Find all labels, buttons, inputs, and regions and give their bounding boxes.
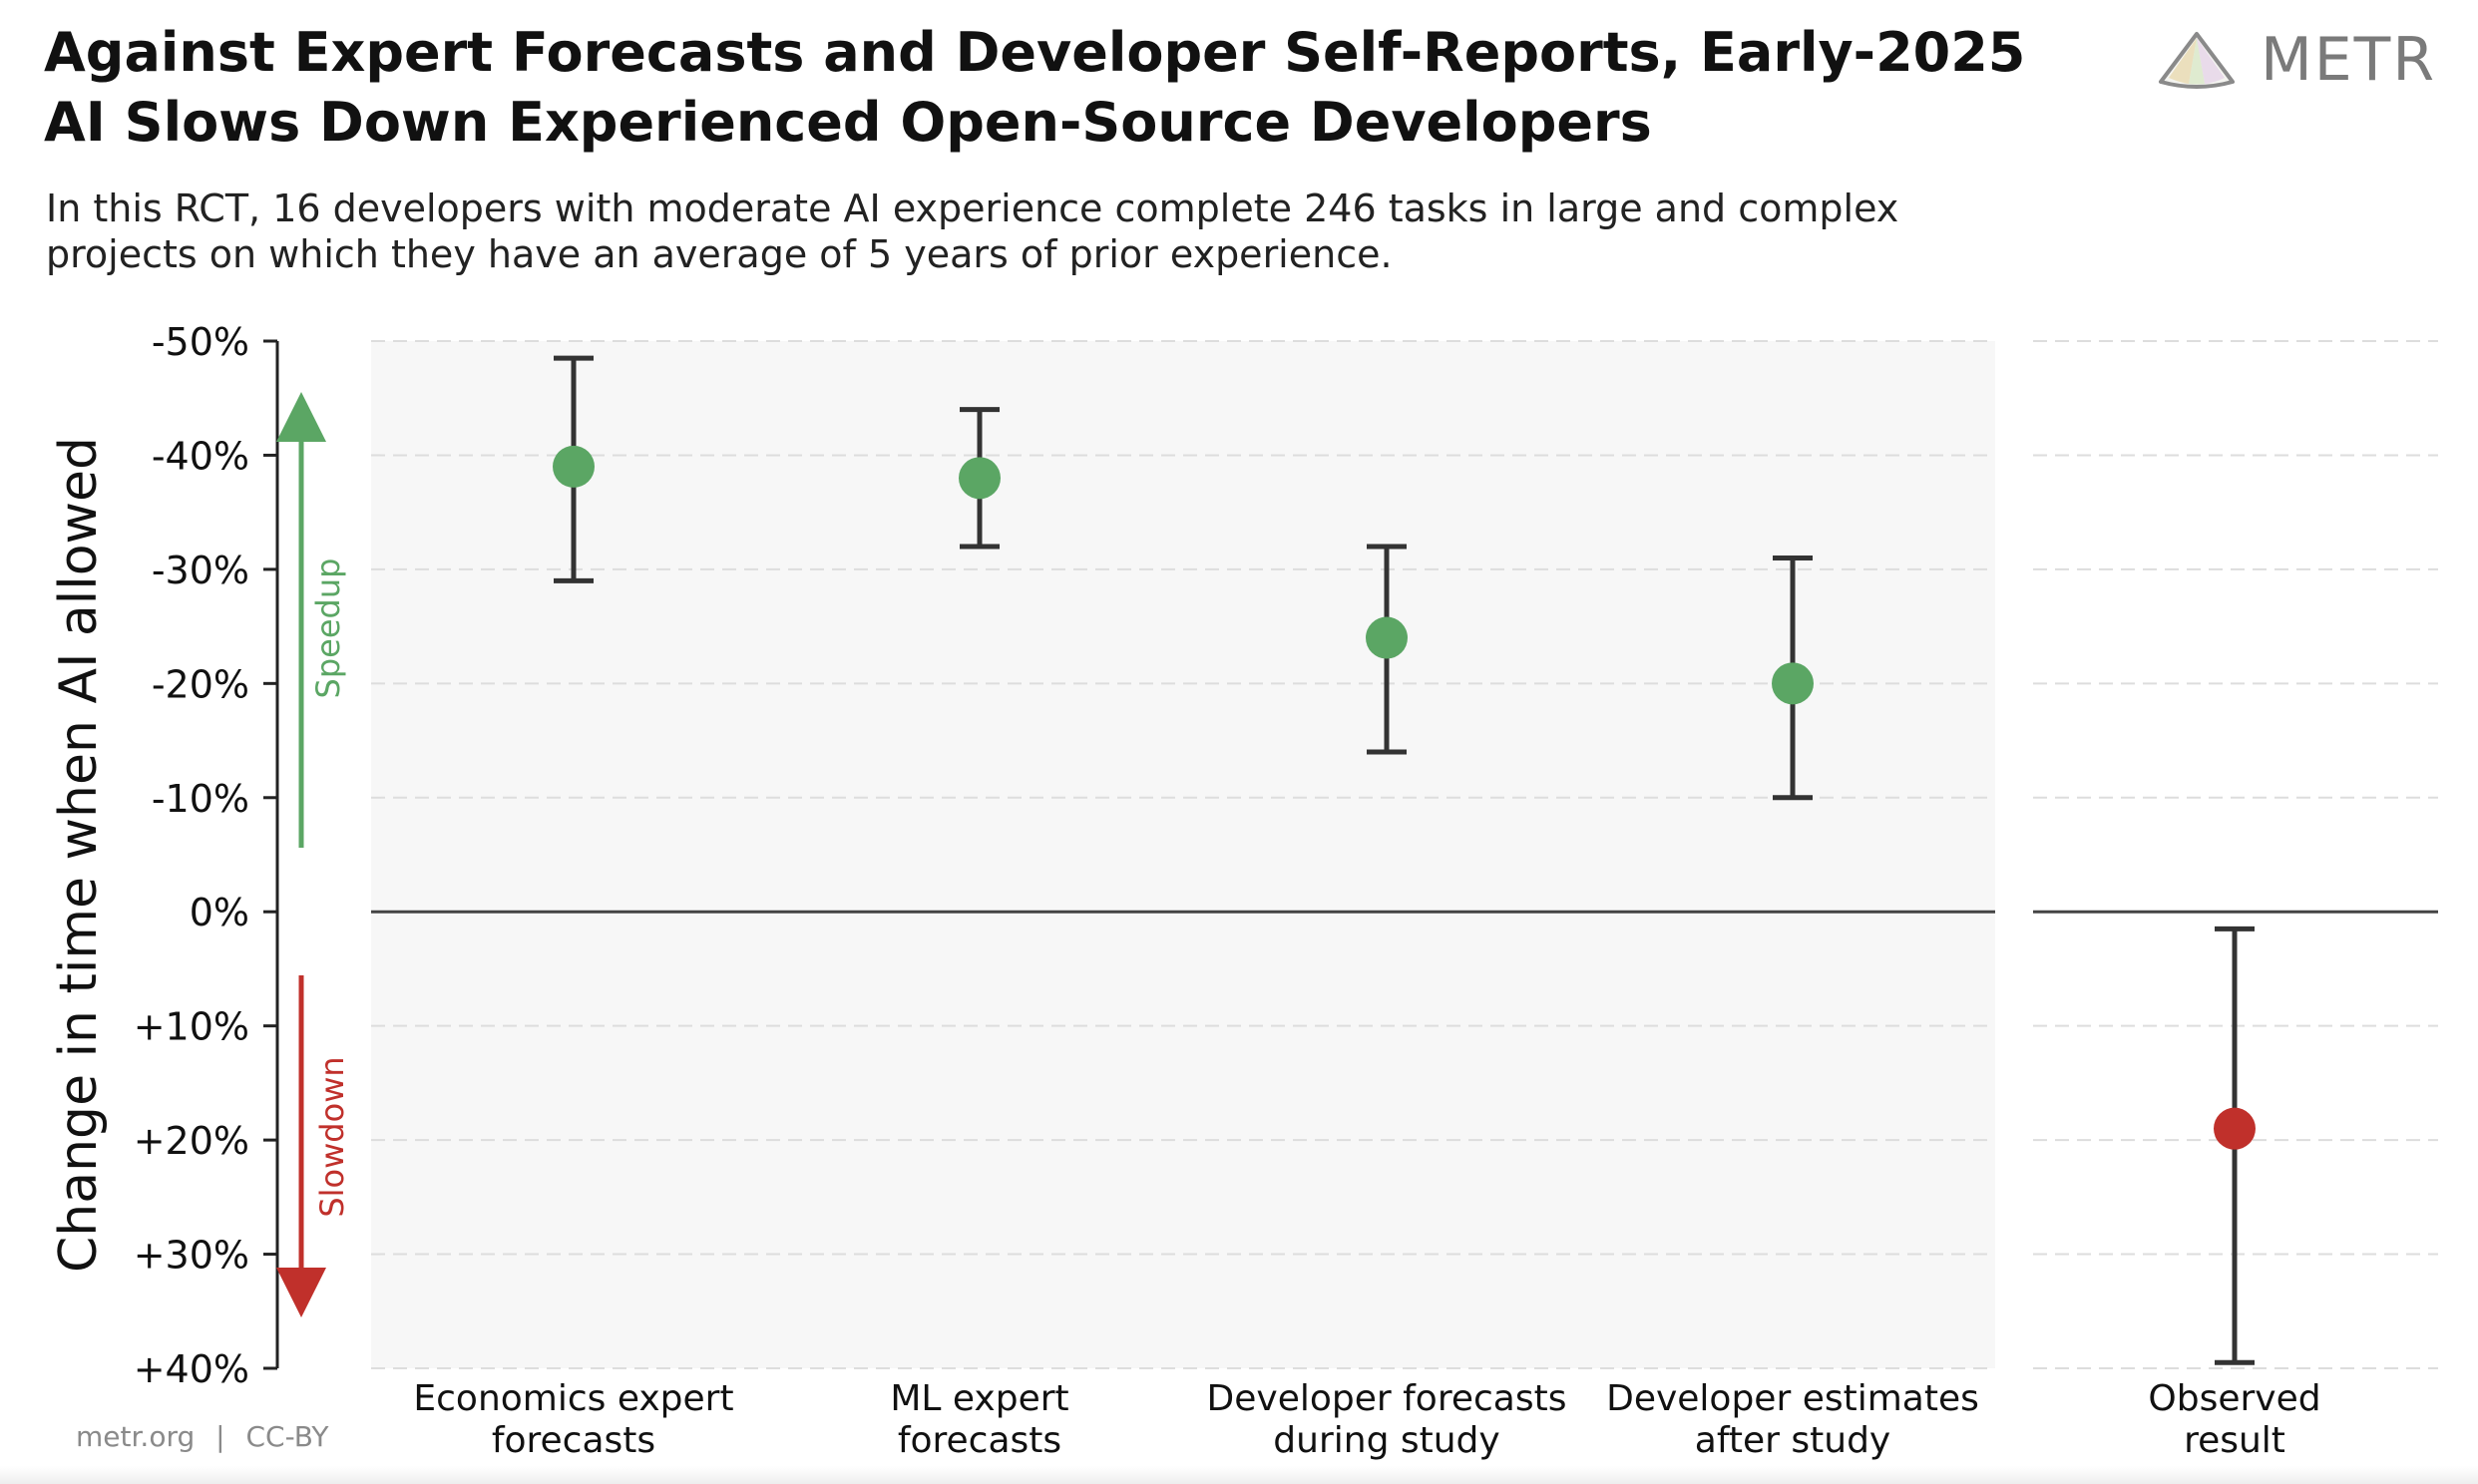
data-marks — [553, 355, 2256, 1365]
y-tick-label: -20% — [152, 662, 249, 706]
footer-site: metr.org — [76, 1420, 196, 1453]
metr-logo: METR — [2155, 22, 2436, 98]
x-category-label-line-1: Observed — [2148, 1378, 2320, 1419]
metr-fan-logo-icon — [2159, 32, 2235, 89]
data-point — [1366, 616, 1408, 659]
y-axis: -50% -40% -30% -20% -10% 0% +10% +20% +30% +40% — [134, 320, 279, 1391]
footer-credit: metr.org | CC-BY — [76, 1420, 329, 1453]
chart-title-line-2: AI Slows Down Experienced Open-Source De… — [44, 91, 1652, 154]
speedup-label: Speedup — [309, 558, 347, 699]
chart-subtitle-line-1: In this RCT, 16 developers with moderate… — [46, 186, 1899, 230]
footer-separator: | — [215, 1420, 225, 1453]
x-category-label-line-2: forecasts — [898, 1420, 1061, 1461]
chart-subtitle: In this RCT, 16 developers with moderate… — [46, 186, 1898, 277]
forecasts-panel-background — [371, 341, 1995, 1368]
y-tick-label: +40% — [134, 1347, 249, 1391]
y-tick-label: -40% — [152, 434, 249, 478]
y-tick-label: -10% — [152, 777, 249, 821]
x-category-label-line-2: after study — [1695, 1420, 1890, 1461]
metr-logo-text: METR — [2261, 25, 2437, 95]
y-tick-label: -30% — [152, 549, 249, 592]
x-category-label-line-1: ML expert — [890, 1378, 1068, 1419]
chart-title-line-1: Against Expert Forecasts and Developer S… — [44, 21, 2026, 84]
footer-license: CC-BY — [245, 1420, 329, 1453]
bottom-shade — [0, 1466, 2478, 1484]
data-point — [553, 445, 595, 488]
y-tick-label: 0% — [190, 891, 249, 934]
x-category-label-line-2: during study — [1273, 1420, 1499, 1461]
x-category-label-line-2: result — [2184, 1420, 2285, 1461]
x-category-label-line-2: forecasts — [492, 1420, 655, 1461]
y-tick-label: -50% — [152, 320, 249, 364]
chart-title: Against Expert Forecasts and Developer S… — [44, 18, 2025, 158]
y-tick-label: +20% — [134, 1119, 249, 1163]
y-tick-label: +10% — [134, 1005, 249, 1049]
data-point — [959, 457, 1001, 500]
chart-subtitle-line-2: projects on which they have an average o… — [46, 232, 1393, 276]
y-axis-label: Change in time when AI allowed — [49, 437, 109, 1273]
direction-indicators: Speedup Slowdown — [276, 392, 351, 1317]
x-category-label-line-1: Developer forecasts — [1207, 1378, 1567, 1419]
slowdown-label: Slowdown — [313, 1056, 351, 1217]
gridlines — [371, 340, 2438, 1369]
y-tick-label: +30% — [134, 1234, 249, 1278]
data-point — [1772, 662, 1814, 705]
x-category-label-line-1: Developer estimates — [1606, 1378, 1979, 1419]
x-category-label-line-1: Economics expert — [413, 1378, 733, 1419]
data-point — [2214, 1107, 2256, 1150]
